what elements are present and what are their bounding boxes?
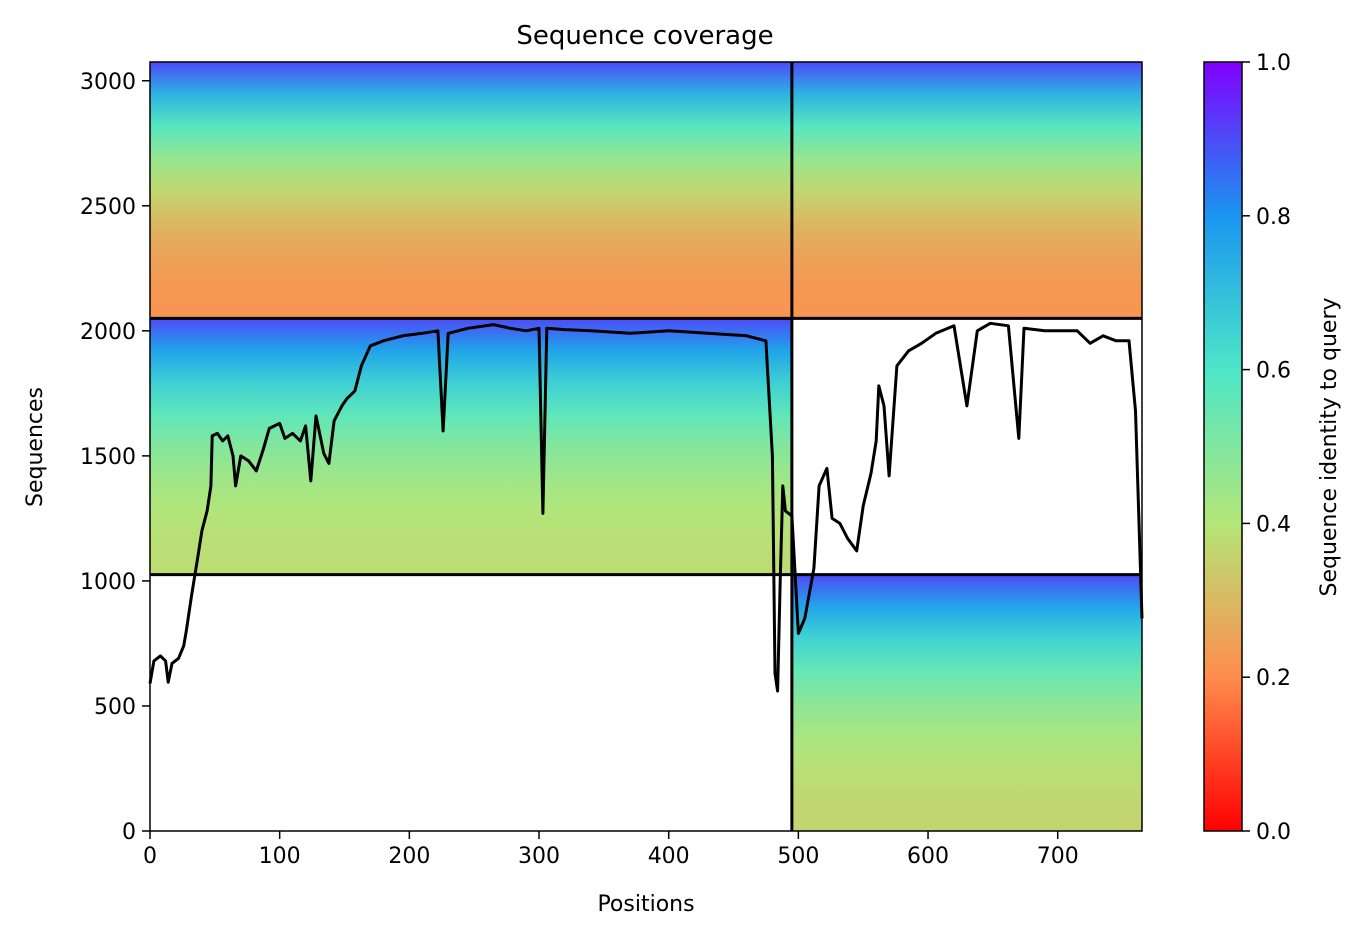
x-tick-label: 100 [259, 844, 301, 869]
y-axis: 0 500 1000 1500 2000 2500 3000 [80, 70, 150, 845]
plot-frame [149, 61, 1143, 832]
colorbar-tick-label: 0.4 [1256, 512, 1291, 537]
colorbar-gradient [1203, 61, 1243, 832]
y-tick-label: 1000 [80, 570, 136, 595]
heatmap-block-paired-right [791, 62, 1142, 319]
block-separators [150, 62, 1142, 831]
colorbar-tick-label: 0.0 [1256, 820, 1291, 845]
y-tick-label: 1500 [80, 445, 136, 470]
heatmap-block-chain-1-only [150, 318, 792, 575]
colorbar-tick-label: 0.8 [1256, 205, 1291, 230]
x-tick-label: 0 [143, 844, 157, 869]
colorbar-tick-label: 0.2 [1256, 666, 1291, 691]
colorbar-tick-label: 1.0 [1256, 51, 1291, 76]
x-tick-label: 400 [648, 844, 690, 869]
chart-title: Sequence coverage [516, 21, 773, 51]
heatmap-block-chain-2-only [791, 574, 1142, 831]
x-tick-label: 500 [777, 844, 819, 869]
x-tick-label: 300 [518, 844, 560, 869]
heatmap-block-paired-left [150, 62, 792, 319]
heatmap-blocks [150, 62, 1142, 831]
y-axis-label: Sequences [23, 387, 48, 507]
colorbar-label: Sequence identity to query [1317, 297, 1342, 596]
x-axis: 0 100 200 300 400 500 600 700 [143, 831, 1079, 869]
y-tick-label: 0 [122, 820, 136, 845]
x-axis-label: Positions [597, 892, 694, 917]
coverage-line [148, 321, 1144, 693]
y-tick-label: 3000 [80, 70, 136, 95]
y-tick-label: 2000 [80, 320, 136, 345]
colorbar-tick-label: 0.6 [1256, 359, 1291, 384]
x-tick-label: 600 [907, 844, 949, 869]
colorbar: 0.0 0.2 0.4 0.6 0.8 1.0 [1203, 51, 1291, 845]
y-tick-label: 2500 [80, 195, 136, 220]
coverage-line-layer [148, 321, 1144, 693]
y-tick-label: 500 [94, 695, 136, 720]
x-tick-label: 700 [1037, 844, 1079, 869]
x-tick-label: 200 [388, 844, 430, 869]
